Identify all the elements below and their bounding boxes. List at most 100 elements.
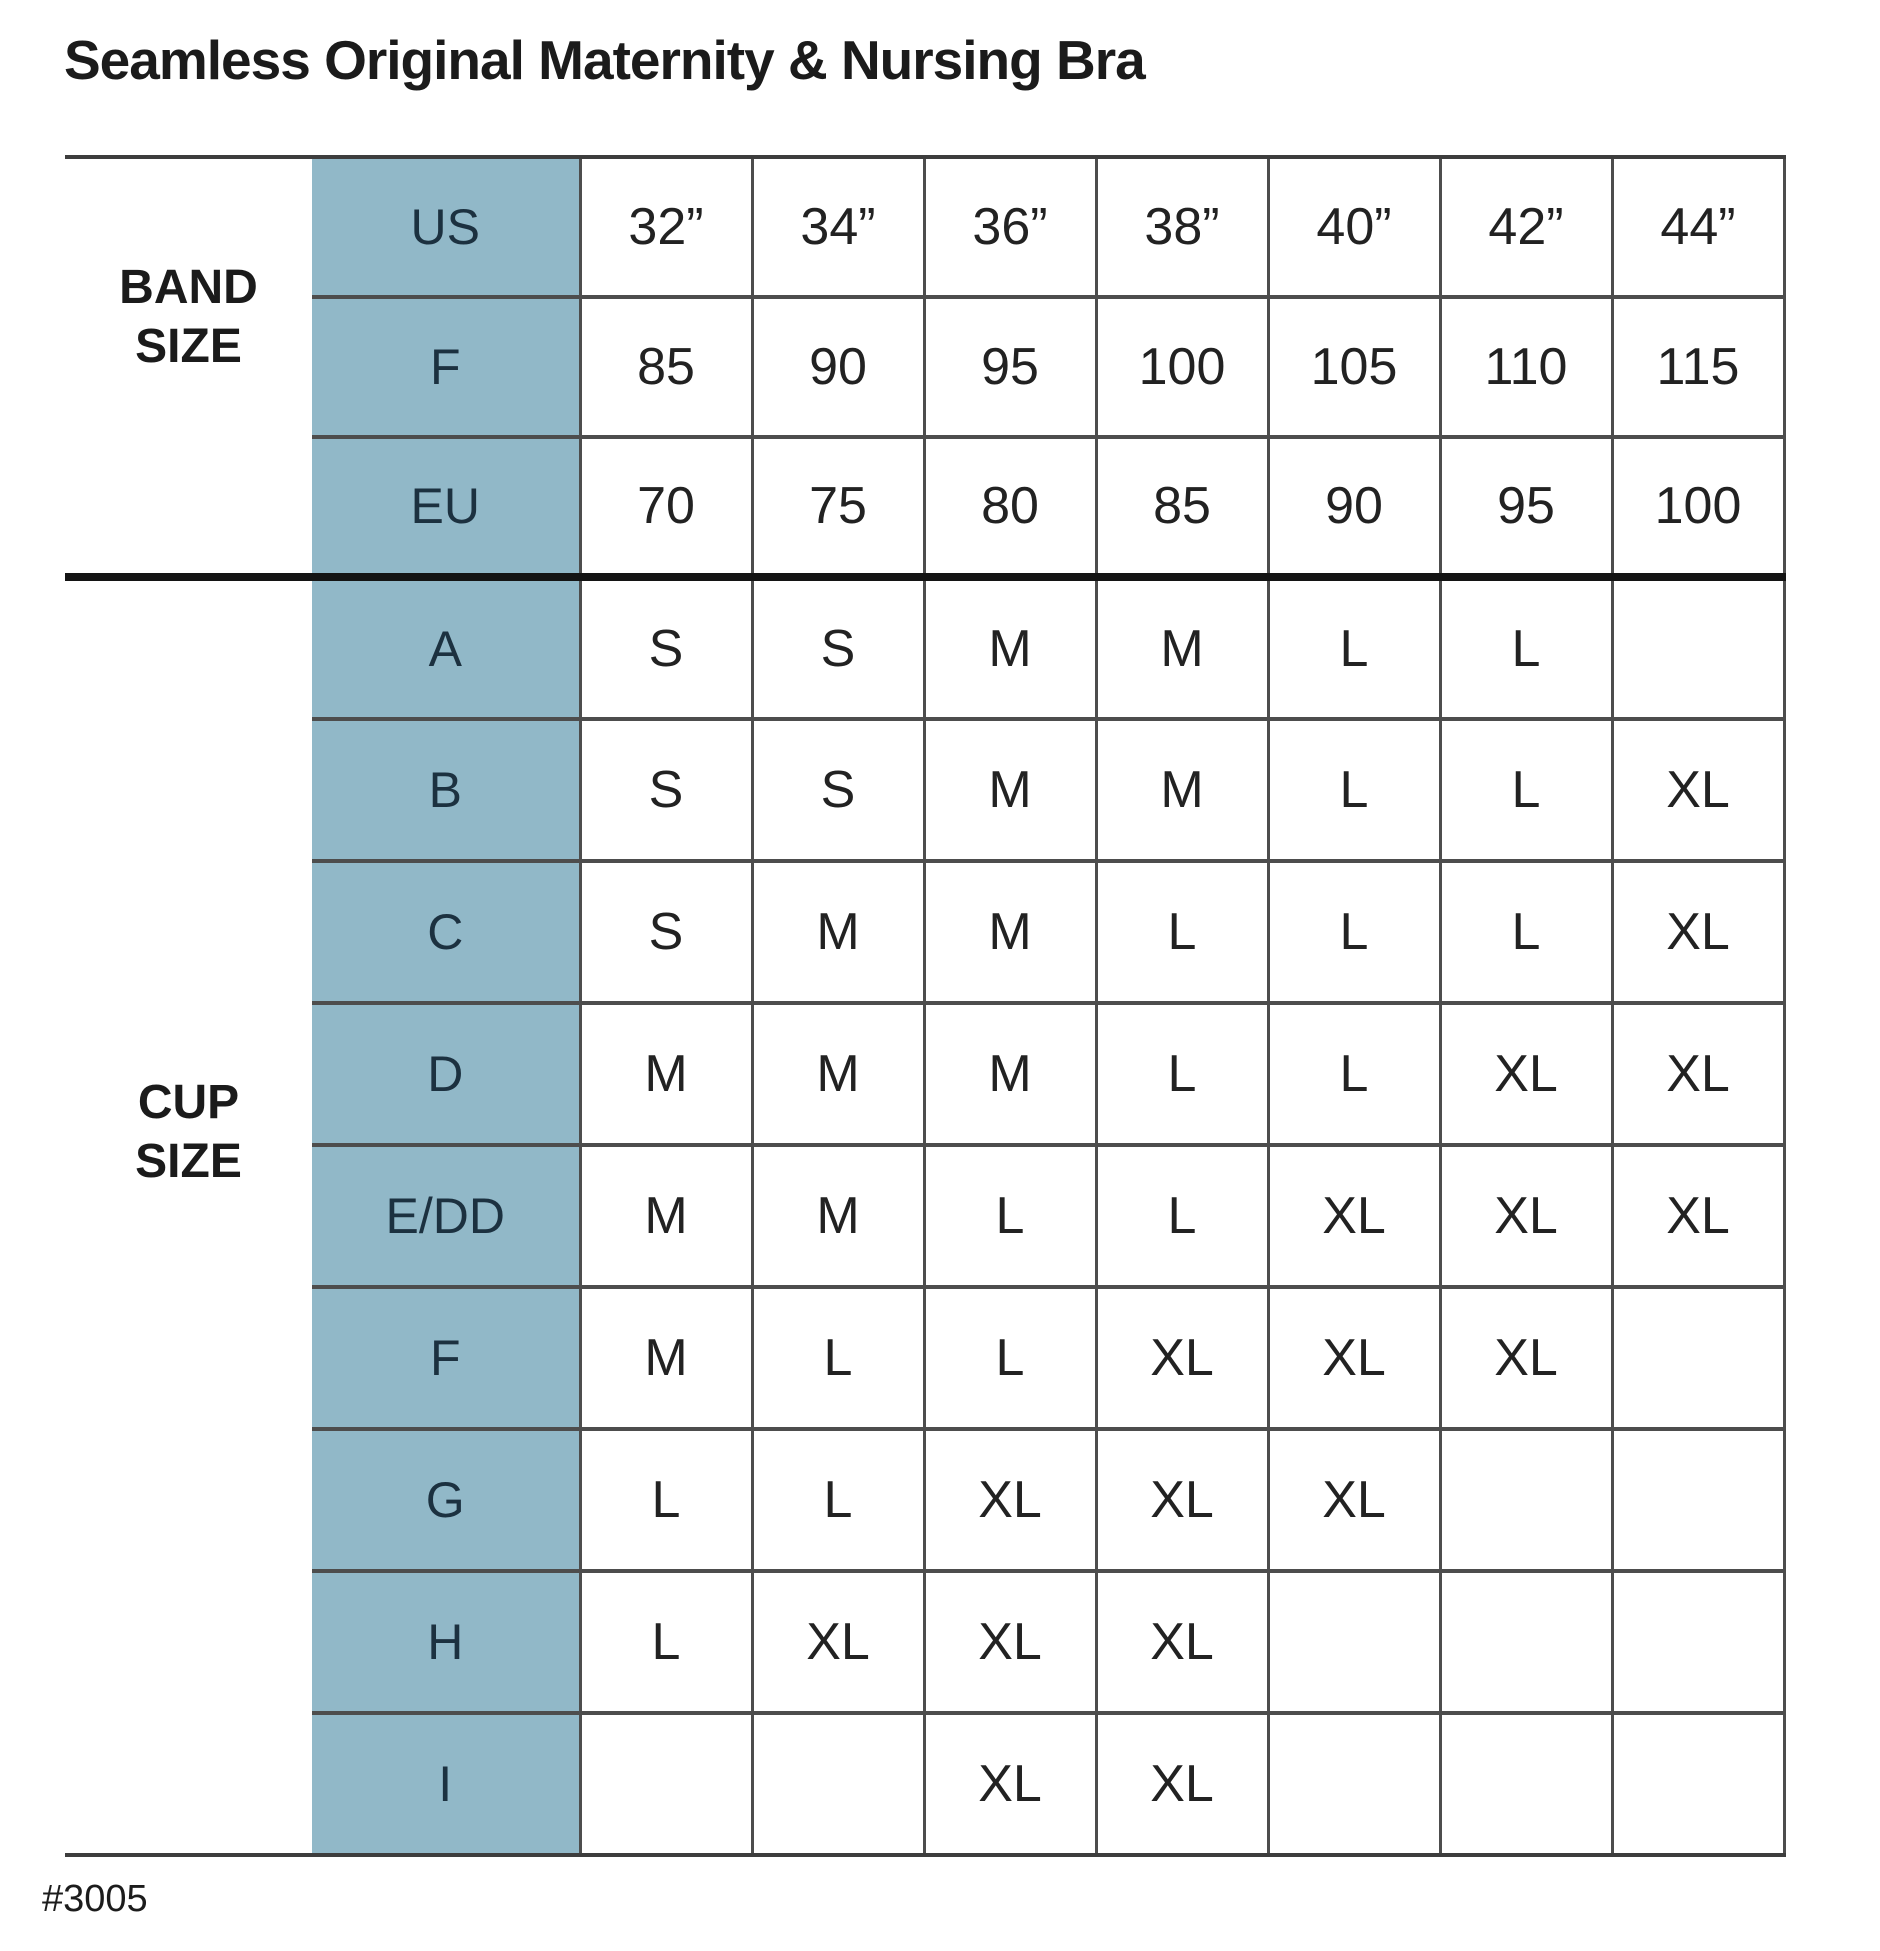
table-row: G L L XL XL XL xyxy=(65,1427,1786,1573)
size-cell: XL xyxy=(922,1569,1098,1715)
size-cell: XL xyxy=(1610,1143,1786,1289)
size-cell: L xyxy=(1266,717,1442,863)
size-cell xyxy=(750,1711,926,1857)
table-row: EU 70 75 80 85 90 95 100 xyxy=(65,435,1786,581)
table-row: H L XL XL XL xyxy=(65,1569,1786,1715)
band-value-cell: 75 xyxy=(750,435,926,581)
table-row: E/DD M M L L XL XL XL xyxy=(65,1143,1786,1289)
size-cell xyxy=(1610,1711,1786,1857)
size-cell xyxy=(1266,1711,1442,1857)
table-row: C S M M L L L XL xyxy=(65,859,1786,1005)
band-value-cell: 70 xyxy=(578,435,754,581)
row-label-e-dd: E/DD xyxy=(312,1143,582,1289)
row-label-eu: EU xyxy=(312,435,582,581)
table-row: F M L L XL XL XL xyxy=(65,1285,1786,1431)
size-cell xyxy=(1266,1569,1442,1715)
table-row: D M M M L L XL XL xyxy=(65,1001,1786,1147)
size-cell: L xyxy=(1094,1001,1270,1147)
size-cell: M xyxy=(922,573,1098,721)
row-label-us: US xyxy=(312,155,582,299)
cup-size-section-label: CUP SIZE xyxy=(65,573,312,1857)
band-value-cell: 100 xyxy=(1610,435,1786,581)
band-value-cell: 85 xyxy=(578,295,754,439)
row-label-f-band: F xyxy=(312,295,582,439)
size-cell: XL xyxy=(1094,1711,1270,1857)
size-cell: XL xyxy=(1094,1285,1270,1431)
table-row: I XL XL xyxy=(65,1711,1786,1857)
size-cell: M xyxy=(922,859,1098,1005)
row-label-g: G xyxy=(312,1427,582,1573)
size-cell xyxy=(1610,1285,1786,1431)
size-cell: M xyxy=(922,717,1098,863)
band-value-cell: 110 xyxy=(1438,295,1614,439)
size-cell xyxy=(1438,1427,1614,1573)
size-cell: XL xyxy=(1094,1427,1270,1573)
size-cell: M xyxy=(578,1143,754,1289)
band-value-cell: 100 xyxy=(1094,295,1270,439)
size-cell: L xyxy=(922,1285,1098,1431)
size-cell: XL xyxy=(1610,1001,1786,1147)
band-value-cell: 85 xyxy=(1094,435,1270,581)
band-value-cell: 80 xyxy=(922,435,1098,581)
size-cell: M xyxy=(578,1001,754,1147)
size-cell: L xyxy=(750,1427,926,1573)
table-row: F 85 90 95 100 105 110 115 xyxy=(65,295,1786,439)
table-row: BAND SIZE US 32” 34” 36” 38” 40” 42” 44” xyxy=(65,155,1786,581)
size-cell: L xyxy=(750,1285,926,1431)
size-cell: L xyxy=(1266,859,1442,1005)
size-cell: S xyxy=(578,573,754,721)
size-cell: L xyxy=(1438,859,1614,1005)
size-cell: M xyxy=(750,859,926,1005)
band-value-cell: 44” xyxy=(1610,155,1786,299)
size-cell: L xyxy=(578,1427,754,1573)
size-cell: L xyxy=(922,1143,1098,1289)
band-value-cell: 40” xyxy=(1266,155,1442,299)
band-value-cell: 42” xyxy=(1438,155,1614,299)
band-value-cell: 95 xyxy=(1438,435,1614,581)
size-cell: XL xyxy=(1438,1143,1614,1289)
band-value-cell: 38” xyxy=(1094,155,1270,299)
row-label-h: H xyxy=(312,1569,582,1715)
row-label-f-cup: F xyxy=(312,1285,582,1431)
size-cell: XL xyxy=(922,1427,1098,1573)
size-chart-table: BAND SIZE US 32” 34” 36” 38” 40” 42” 44”… xyxy=(65,155,1786,1857)
page-title: Seamless Original Maternity & Nursing Br… xyxy=(64,29,1146,91)
size-cell: M xyxy=(1094,573,1270,721)
band-value-cell: 34” xyxy=(750,155,926,299)
size-cell: XL xyxy=(1266,1285,1442,1431)
size-cell xyxy=(1610,1427,1786,1573)
cup-size-section-label-text: CUP SIZE xyxy=(135,1076,242,1188)
size-cell: L xyxy=(1094,1143,1270,1289)
band-value-cell: 36” xyxy=(922,155,1098,299)
size-cell: XL xyxy=(922,1711,1098,1857)
band-value-cell: 105 xyxy=(1266,295,1442,439)
size-cell: S xyxy=(578,859,754,1005)
size-cell: XL xyxy=(1266,1427,1442,1573)
size-cell: M xyxy=(578,1285,754,1431)
band-value-cell: 115 xyxy=(1610,295,1786,439)
size-cell: L xyxy=(578,1569,754,1715)
band-value-cell: 90 xyxy=(1266,435,1442,581)
size-cell xyxy=(578,1711,754,1857)
row-label-d: D xyxy=(312,1001,582,1147)
size-cell: XL xyxy=(1094,1569,1270,1715)
row-label-b: B xyxy=(312,717,582,863)
band-size-section-label-text: BAND SIZE xyxy=(119,261,258,373)
size-cell xyxy=(1610,573,1786,721)
product-number: #3005 xyxy=(42,1878,148,1920)
row-label-i: I xyxy=(312,1711,582,1857)
size-cell xyxy=(1438,1711,1614,1857)
size-cell: L xyxy=(1266,1001,1442,1147)
band-value-cell: 90 xyxy=(750,295,926,439)
size-cell: S xyxy=(750,573,926,721)
size-cell: M xyxy=(750,1001,926,1147)
size-cell: S xyxy=(750,717,926,863)
size-cell xyxy=(1610,1569,1786,1715)
size-cell: S xyxy=(578,717,754,863)
row-label-a: A xyxy=(312,573,582,721)
size-cell: M xyxy=(922,1001,1098,1147)
size-cell: L xyxy=(1094,859,1270,1005)
size-cell: M xyxy=(750,1143,926,1289)
size-cell: XL xyxy=(750,1569,926,1715)
band-value-cell: 95 xyxy=(922,295,1098,439)
